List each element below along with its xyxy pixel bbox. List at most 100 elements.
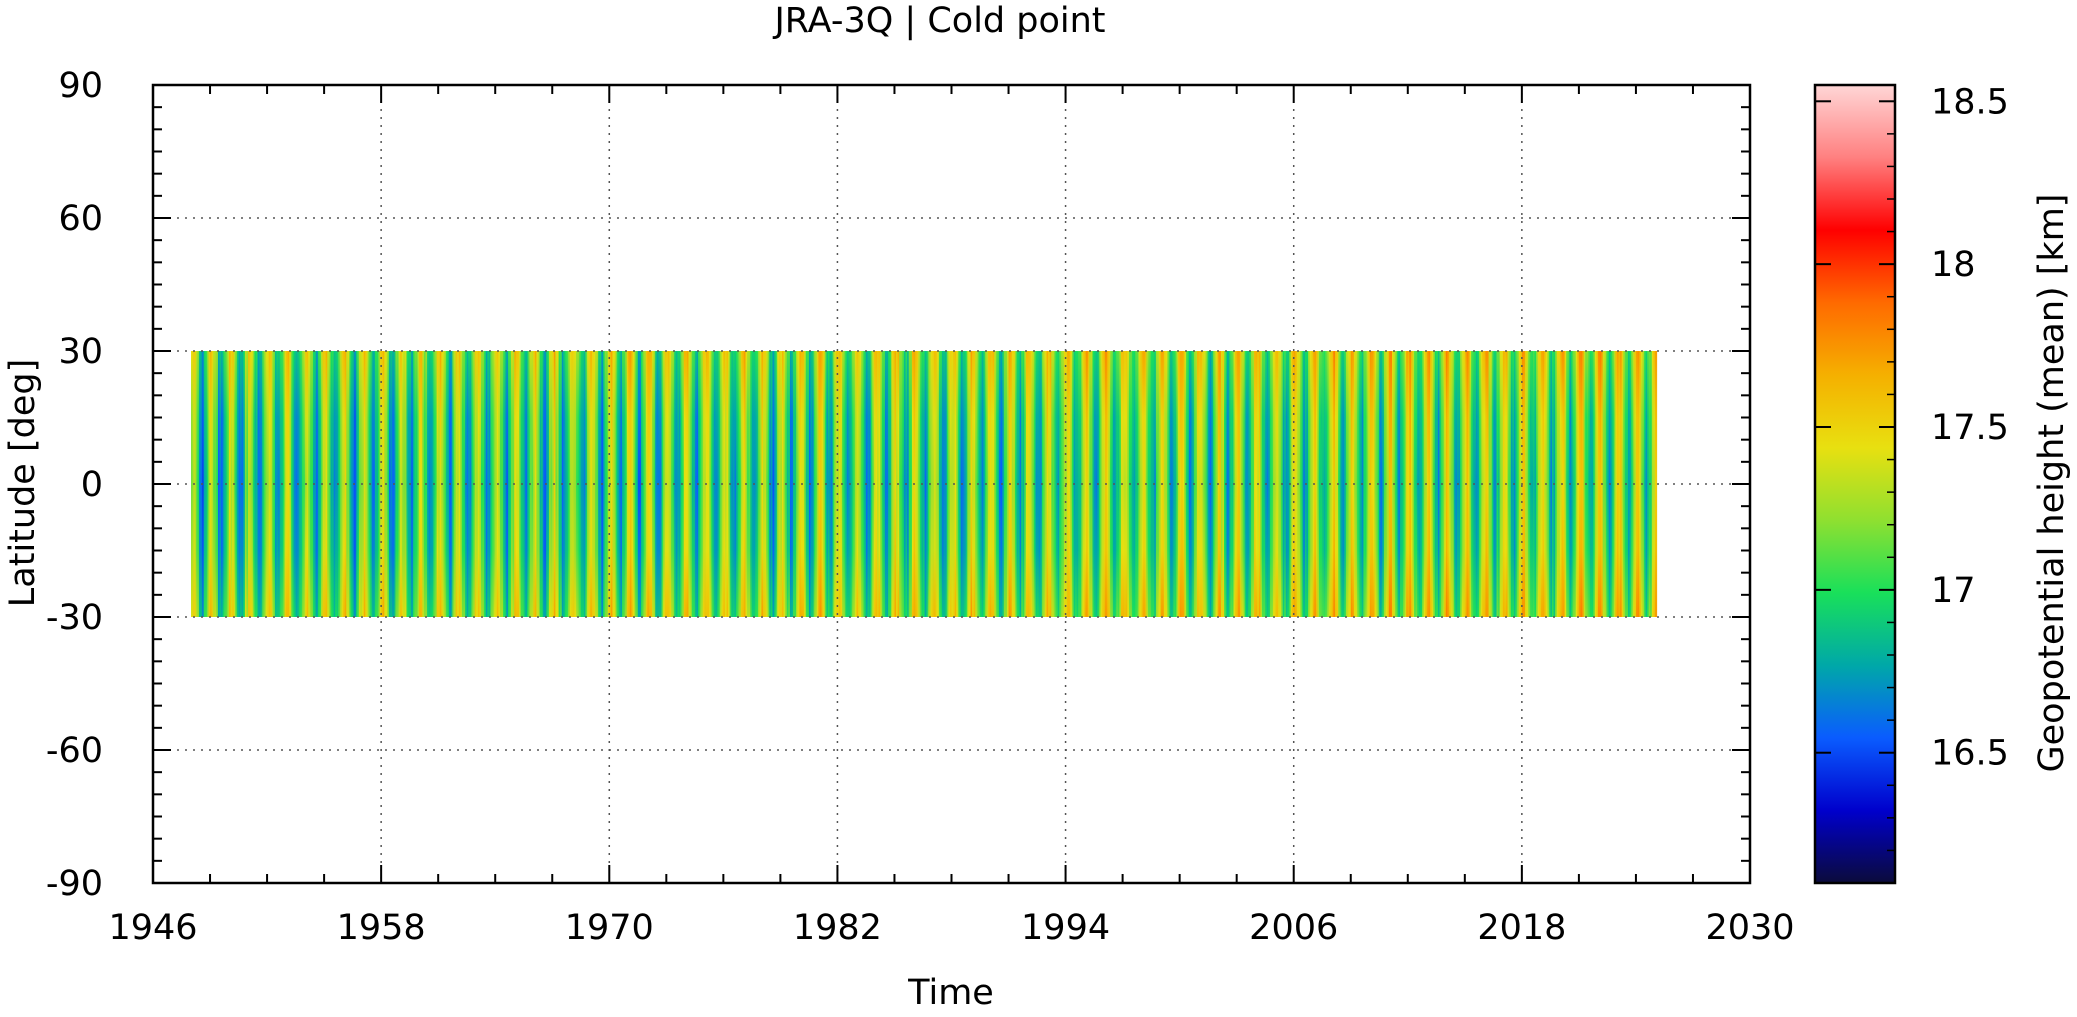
heatmap-cell	[1135, 351, 1138, 617]
heatmap-cell	[1588, 351, 1591, 617]
heatmap-cell	[436, 351, 439, 617]
heatmap-cell	[1212, 351, 1216, 617]
heatmap-cell	[987, 351, 991, 617]
heatmap-cell	[1276, 351, 1279, 617]
heatmap-cell	[926, 351, 929, 617]
heatmap-cell	[1243, 351, 1246, 617]
heatmap-cell	[732, 351, 736, 617]
heatmap-cell	[685, 351, 688, 617]
heatmap-cell	[222, 351, 225, 617]
heatmap-cell	[1499, 351, 1502, 617]
heatmap-cell	[1307, 351, 1311, 617]
heatmap-cell	[734, 351, 737, 617]
heatmap-cell	[1439, 351, 1442, 617]
heatmap-cell	[919, 351, 922, 617]
heatmap-cell	[915, 351, 918, 617]
heatmap-cell	[206, 351, 210, 617]
heatmap-cell	[197, 351, 200, 617]
heatmap-cell	[1159, 351, 1162, 617]
heatmap-cell	[580, 351, 583, 617]
heatmap-cell	[555, 351, 558, 617]
heatmap-cell	[997, 351, 1000, 617]
heatmap-cell	[1556, 351, 1559, 617]
heatmap-cell	[419, 351, 422, 617]
heatmap-cell	[517, 351, 520, 617]
heatmap-cell	[899, 351, 902, 617]
heatmap-cell	[363, 351, 366, 617]
heatmap-cell	[959, 351, 962, 617]
heatmap-cell	[534, 351, 537, 617]
heatmap-cell	[542, 351, 545, 617]
heatmap-cell	[709, 351, 712, 617]
colorbar-tick-label: 17	[1931, 571, 1976, 611]
heatmap-cell	[750, 351, 753, 617]
heatmap-cell	[647, 351, 650, 617]
heatmap-cell	[1437, 351, 1441, 617]
heatmap-cell	[366, 351, 370, 617]
heatmap-cell	[362, 351, 365, 617]
heatmap-cell	[1043, 351, 1046, 617]
heatmap-cell	[1070, 351, 1073, 617]
heatmap-cell	[786, 351, 789, 617]
heatmap-cell	[1109, 351, 1113, 617]
heatmap-cell	[1651, 351, 1654, 617]
heatmap-cell	[858, 351, 861, 617]
heatmap-cell	[1396, 351, 1399, 617]
heatmap-cell	[1247, 351, 1250, 617]
heatmap-cell	[1197, 351, 1200, 617]
heatmap-cell	[620, 351, 623, 617]
heatmap-cell	[501, 351, 504, 617]
colorbar-tick-label: 18	[1931, 245, 1976, 285]
heatmap-cell	[1087, 351, 1090, 617]
heatmap-cell	[755, 351, 758, 617]
heatmap-cell	[1198, 351, 1201, 617]
colorbar-tick-label: 18.5	[1931, 82, 2009, 122]
heatmap-cell	[1322, 351, 1325, 617]
heatmap-cell	[634, 351, 637, 617]
heatmap-cell	[1300, 351, 1303, 617]
heatmap-cell	[1090, 351, 1094, 617]
heatmap-cell	[705, 351, 709, 617]
heatmap-cell	[1613, 351, 1616, 617]
colorbar-tick-label: 16.5	[1931, 734, 2009, 774]
heatmap-cell	[259, 351, 262, 617]
heatmap-cell	[274, 351, 278, 617]
heatmap-cell	[1269, 351, 1273, 617]
heatmap-cell	[1442, 351, 1445, 617]
heatmap-cell	[377, 351, 381, 617]
heatmap-cell	[723, 351, 726, 617]
heatmap-cell	[1075, 351, 1078, 617]
heatmap-cell	[1379, 351, 1382, 617]
heatmap-cell	[983, 351, 986, 617]
heatmap-cell	[636, 351, 639, 617]
heatmap-cell	[1623, 351, 1626, 617]
heatmap-cell	[365, 351, 368, 617]
heatmap-cell	[1220, 351, 1224, 617]
heatmap-cell	[1079, 351, 1083, 617]
heatmap-cell	[1634, 351, 1637, 617]
heatmap-cell	[339, 351, 343, 617]
heatmap-cell	[1227, 351, 1230, 617]
heatmap-cell	[1116, 351, 1119, 617]
heatmap-cell	[843, 351, 846, 617]
heatmap-cell	[861, 351, 864, 617]
heatmap-cell	[599, 351, 602, 617]
heatmap-cell	[1038, 351, 1041, 617]
heatmap-cell	[1477, 351, 1480, 617]
heatmap-cell	[1450, 351, 1453, 617]
heatmap-cell	[1620, 351, 1623, 617]
heatmap-cell	[1501, 351, 1504, 617]
heatmap-cell	[618, 351, 621, 617]
heatmap-cell	[639, 351, 642, 617]
heatmap-cell	[439, 351, 442, 617]
heatmap-cell	[290, 351, 294, 617]
x-axis-title: Time	[907, 973, 994, 1012]
heatmap-cell	[778, 351, 781, 617]
heatmap-cell	[1025, 351, 1029, 617]
heatmap-cell	[715, 351, 718, 617]
heatmap-cell	[655, 351, 658, 617]
heatmap-cell	[324, 351, 327, 617]
heatmap-cell	[1133, 351, 1136, 617]
heatmap-cell	[547, 351, 550, 617]
